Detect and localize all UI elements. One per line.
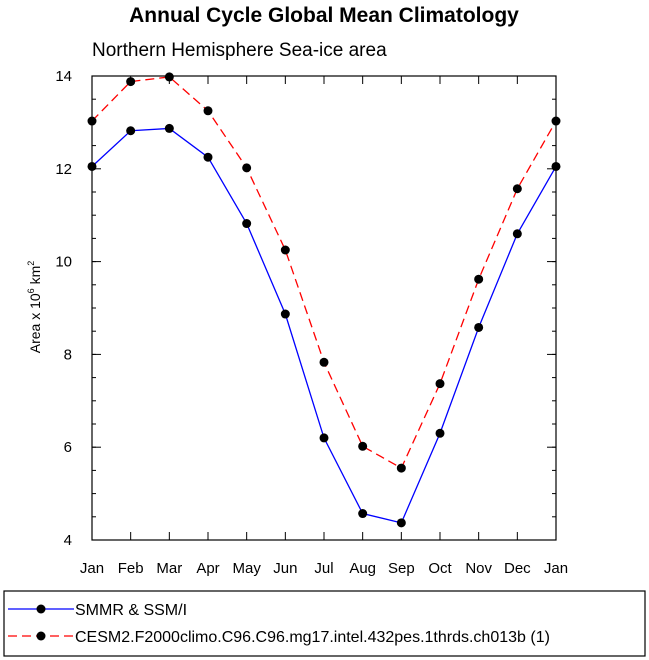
data-point-s1-2 (164, 72, 174, 82)
data-point-s1-11 (512, 184, 522, 194)
y-tick-label: 8 (64, 346, 72, 363)
x-tick-label: Jul (314, 560, 333, 577)
y-tick-label: 6 (64, 439, 72, 456)
data-point-s0-1 (126, 126, 136, 136)
legend-label-smmr: SMMR & SSM/I (75, 602, 187, 619)
x-tick-label: Feb (118, 560, 144, 577)
data-point-s1-8 (396, 463, 406, 473)
y-axis-label-exp2: 2 (26, 261, 36, 266)
legend-box (3, 590, 646, 657)
data-point-s0-5 (280, 309, 290, 319)
axis-ticks: Jan Feb Mar Apr May Jun Jul Aug Sep Oct Nov Dec Jan 4… (55, 68, 568, 577)
data-point-s1-6 (319, 357, 329, 367)
data-point-s1-9 (435, 379, 445, 389)
y-axis-label-exp1: 6 (26, 288, 36, 293)
x-tick-label: Aug (349, 560, 376, 577)
legend-marker-cesm2 (36, 631, 46, 641)
data-point-s0-6 (319, 433, 329, 443)
y-tick-label: 10 (55, 254, 72, 271)
x-tick-label: Mar (156, 560, 182, 577)
y-axis-label: Area x 106 km2 (26, 261, 43, 354)
series-line-0 (91, 127, 557, 524)
legend: SMMR & SSM/I CESM2.F2000climo.C96.C96.mg… (3, 590, 646, 657)
data-point-s0-11 (512, 229, 522, 239)
x-tick-label: Jan (80, 560, 104, 577)
plot-frame (91, 75, 557, 541)
y-tick-label: 12 (55, 161, 72, 178)
data-point-s1-7 (358, 441, 368, 451)
y-tick-label: 14 (55, 68, 72, 85)
legend-label-cesm2: CESM2.F2000climo.C96.C96.mg17.intel.432p… (75, 629, 550, 646)
data-point-s0-3 (203, 152, 213, 162)
x-tick-label: Jan (544, 560, 568, 577)
x-tick-label: Sep (388, 560, 415, 577)
x-tick-label: Oct (428, 560, 452, 577)
data-point-s0-2 (164, 123, 174, 133)
legend-marker-smmr (36, 604, 46, 614)
x-tick-label: Jun (273, 560, 297, 577)
y-tick-label: 4 (64, 532, 72, 549)
x-tick-label: Dec (504, 560, 531, 577)
data-point-s0-8 (396, 518, 406, 528)
y-axis-label-mid: km (27, 266, 43, 289)
data-point-s1-4 (242, 163, 252, 173)
x-tick-label: Apr (196, 560, 219, 577)
series-layer (87, 72, 561, 528)
x-tick-label: Nov (465, 560, 492, 577)
chart-subtitle: Northern Hemisphere Sea-ice area (92, 40, 387, 61)
data-point-s0-9 (435, 428, 445, 438)
data-point-s1-3 (203, 106, 213, 116)
x-tick-label: May (232, 560, 261, 577)
data-point-s0-10 (474, 322, 484, 332)
chart-title: Annual Cycle Global Mean Climatology (129, 4, 519, 27)
data-point-s0-4 (242, 219, 252, 229)
svg-text:Area x 106 km2: Area x 106 km2 (26, 261, 43, 354)
data-point-s0-7 (358, 509, 368, 519)
series-line-1 (91, 76, 557, 469)
data-point-s1-5 (280, 245, 290, 255)
y-axis-label-prefix: Area x 10 (27, 293, 43, 353)
data-point-s1-1 (126, 77, 136, 87)
data-point-s1-10 (474, 274, 484, 284)
